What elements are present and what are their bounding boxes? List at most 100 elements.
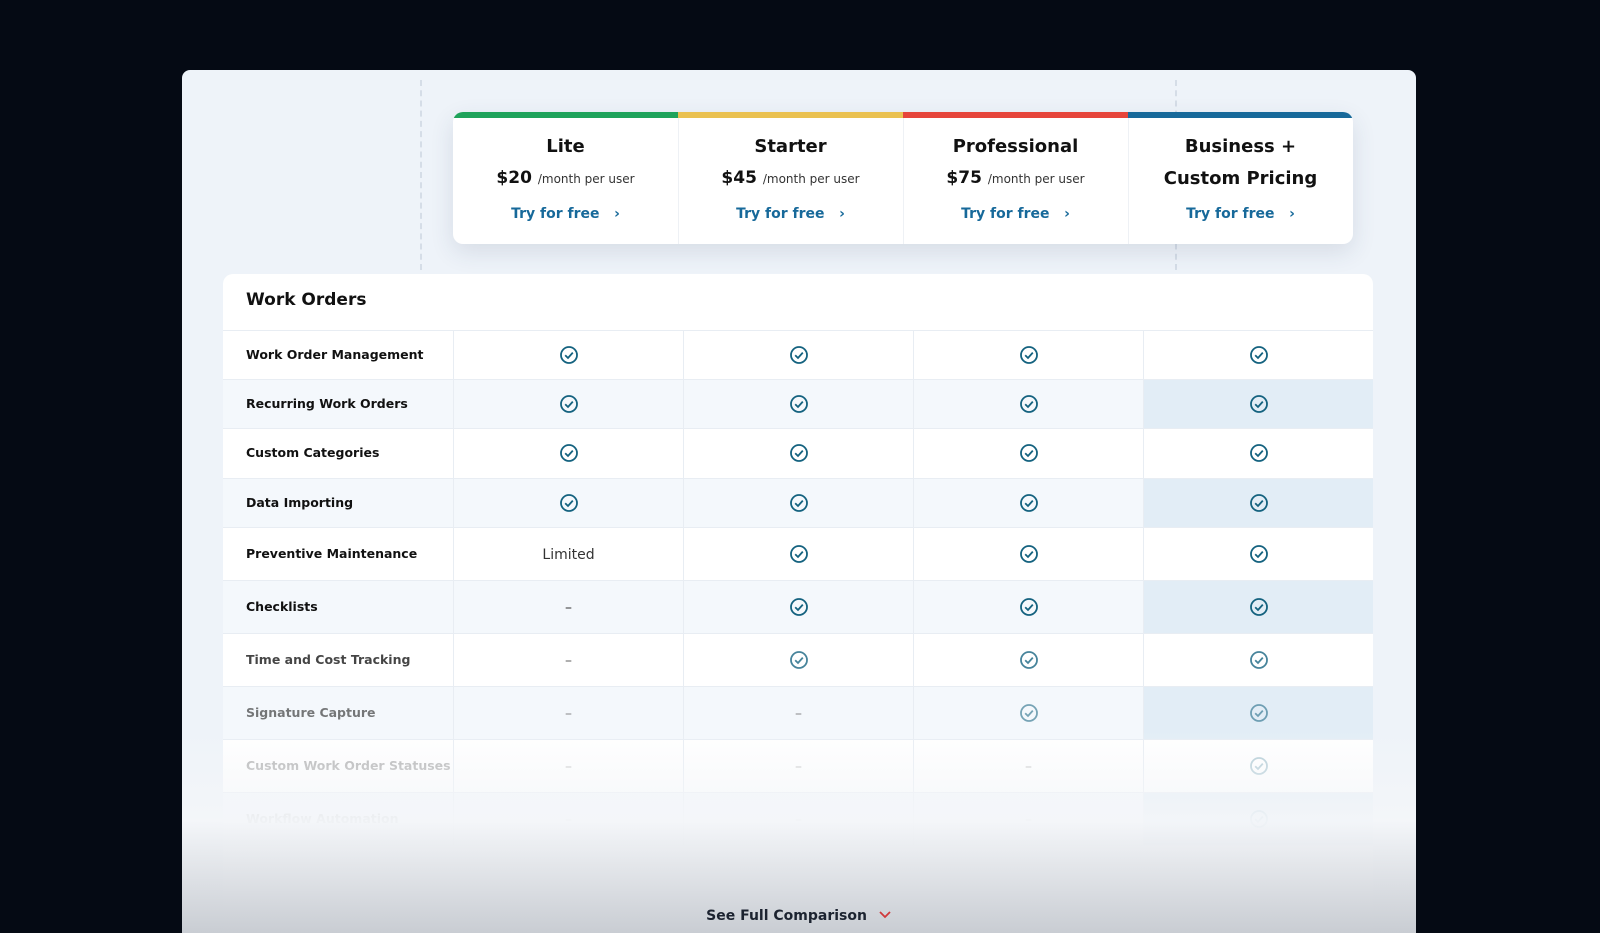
check-icon [1019,394,1038,413]
feature-cell: – [453,634,683,686]
feature-row: Checklists – [223,580,1373,634]
price-amount: $75 [946,168,982,188]
fade-overlay [182,730,1416,933]
feature-cell [683,528,913,580]
check-icon [1019,650,1038,669]
feature-cell: – [683,687,913,739]
plan-name: Starter [754,136,827,157]
try-button[interactable]: Try for free › [961,206,1070,222]
check-icon [559,345,578,364]
feature-cell [913,429,1143,478]
feature-cell [683,634,913,686]
check-icon [789,650,808,669]
check-icon [1249,597,1268,616]
try-button[interactable]: Try for free › [1186,206,1295,222]
footer-text[interactable]: See Full Comparison [706,908,867,924]
feature-cell [913,634,1143,686]
feature-name: Data Importing [246,494,354,510]
plan-name: Professional [952,136,1079,157]
cell-text: – [565,652,572,669]
feature-cell [683,380,913,428]
feature-name: Preventive Maintenance [246,545,418,561]
plan-column: Starter $45 /month per user Try for free › [678,112,904,244]
check-icon [1249,345,1268,364]
plan-column: Lite $20 /month per user Try for free › [453,112,679,244]
plan-color-bar [903,112,1128,118]
feature-name: Signature Capture [246,704,376,720]
check-icon [789,394,808,413]
feature-cell [1143,528,1373,580]
feature-cell: Limited [453,528,683,580]
price-period: /month per user [762,172,860,186]
check-icon [1249,650,1268,669]
check-icon [1249,394,1268,413]
footer-link[interactable]: See Full Comparison [182,908,1416,924]
plan-color-bar [453,112,678,118]
check-icon [559,394,578,413]
check-icon [1019,444,1038,462]
feature-cell [683,479,913,527]
check-icon [1019,544,1038,563]
cell-text: Limited [542,546,595,563]
check-icon [559,493,578,512]
check-icon [1019,597,1038,616]
plan-price: Custom Pricing [1128,168,1353,189]
feature-name: Time and Cost Tracking [246,651,411,667]
feature-row: Preventive Maintenance Limited [223,527,1373,581]
feature-name: Checklists [246,598,318,614]
feature-cell [913,479,1143,527]
feature-cell [913,581,1143,633]
check-icon [1249,703,1268,722]
feature-cell [1143,429,1373,478]
price-amount: Custom Pricing [1163,168,1318,189]
feature-cell [1143,634,1373,686]
check-icon [1249,493,1268,512]
try-button[interactable]: Try for free › [736,206,845,222]
feature-cell [1143,331,1373,379]
feature-cell [683,581,913,633]
try-text[interactable]: Try for free [1186,206,1275,222]
plan-column: Business + Custom Pricing Try for free › [1128,112,1353,244]
divider [420,80,422,270]
plan-name: Business + [1184,136,1297,157]
check-icon [559,444,578,462]
feature-cell [1143,380,1373,428]
cell-text: – [565,705,572,722]
plan-color-bar [1128,112,1353,118]
try-text[interactable]: Try for free [961,206,1050,222]
feature-cell: – [453,687,683,739]
try-text[interactable]: Try for free [511,206,600,222]
feature-cell [913,687,1143,739]
chevron-icon [879,911,891,919]
feature-row: Time and Cost Tracking – [223,633,1373,687]
check-icon [789,345,808,364]
feature-cell [683,331,913,379]
feature-row: Data Importing [223,478,1373,528]
price-period: /month per user [537,172,635,186]
feature-cell [453,479,683,527]
feature-name: Custom Categories [246,445,380,460]
try-text[interactable]: Try for free [736,206,825,222]
feature-row: Custom Categories [223,428,1373,479]
feature-row: Work Order Management [223,330,1373,380]
plan-price: $45 /month per user [678,168,903,188]
plan-header: Lite $20 /month per user Try for free › Sta… [453,112,1353,244]
try-button[interactable]: Try for free › [511,206,620,222]
feature-cell [913,528,1143,580]
check-icon [789,493,808,512]
feature-cell: – [453,581,683,633]
check-icon [789,544,808,563]
feature-cell [913,331,1143,379]
feature-cell [913,380,1143,428]
cell-text: – [565,599,572,616]
price-amount: $20 [496,168,532,188]
plan-price: $75 /month per user [903,168,1128,188]
feature-row: Recurring Work Orders [223,379,1373,429]
section-title: Work Orders [246,290,367,310]
plan-color-bar [678,112,903,118]
feature-cell [1143,479,1373,527]
check-icon [789,597,808,616]
feature-name: Work Order Management [246,346,424,362]
feature-name: Recurring Work Orders [246,395,408,411]
